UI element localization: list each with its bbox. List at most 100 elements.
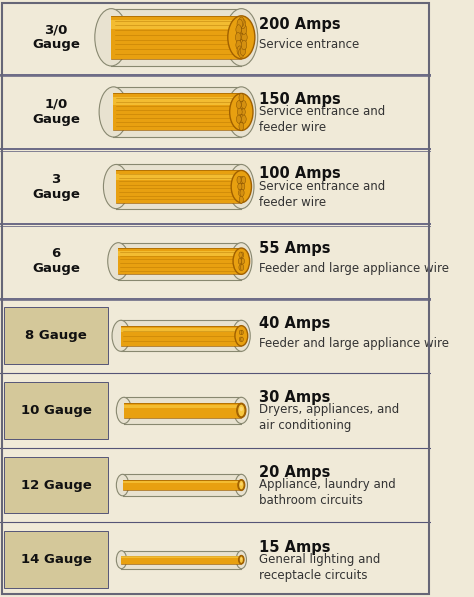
Ellipse shape [95, 9, 128, 66]
Bar [113, 97, 238, 104]
Text: 15 Amps: 15 Amps [258, 540, 330, 555]
Text: Appliance, laundry and
bathroom circuits: Appliance, laundry and bathroom circuits [258, 478, 395, 507]
Ellipse shape [108, 242, 129, 280]
Ellipse shape [240, 407, 243, 411]
Ellipse shape [238, 259, 242, 264]
Bar [4, 531, 108, 588]
Bar [111, 20, 238, 29]
Ellipse shape [228, 16, 255, 59]
Ellipse shape [238, 26, 243, 35]
Ellipse shape [240, 264, 244, 270]
Ellipse shape [240, 189, 244, 196]
Bar [0, 522, 431, 597]
Ellipse shape [237, 176, 241, 183]
Ellipse shape [232, 320, 250, 351]
Ellipse shape [241, 259, 245, 264]
Ellipse shape [238, 189, 243, 196]
Bar [116, 171, 241, 203]
Ellipse shape [238, 177, 243, 184]
Ellipse shape [239, 183, 243, 190]
Bar [121, 326, 241, 346]
Ellipse shape [103, 164, 129, 209]
Ellipse shape [241, 183, 245, 190]
Bar [0, 373, 431, 448]
Text: 55 Amps: 55 Amps [258, 241, 330, 256]
Text: 3/0
Gauge: 3/0 Gauge [32, 23, 80, 51]
Ellipse shape [236, 24, 241, 35]
Bar [116, 164, 241, 209]
Text: General lighting and
receptacle circuits: General lighting and receptacle circuits [258, 553, 380, 581]
Ellipse shape [239, 330, 242, 335]
Bar [0, 0, 431, 75]
Ellipse shape [239, 196, 243, 204]
Ellipse shape [241, 40, 247, 50]
Ellipse shape [240, 32, 246, 42]
Ellipse shape [242, 176, 246, 183]
Ellipse shape [237, 115, 241, 124]
Bar [118, 248, 241, 275]
Text: 30 Amps: 30 Amps [258, 390, 330, 405]
Bar [122, 480, 241, 491]
Ellipse shape [238, 115, 243, 123]
Ellipse shape [237, 404, 246, 418]
Ellipse shape [239, 39, 245, 49]
Ellipse shape [238, 183, 242, 190]
Ellipse shape [239, 93, 244, 101]
Bar [113, 94, 241, 131]
Ellipse shape [237, 108, 242, 116]
Ellipse shape [234, 398, 249, 424]
Ellipse shape [236, 32, 241, 42]
Bar [4, 382, 108, 439]
Text: Feeder and large appliance wire: Feeder and large appliance wire [258, 337, 448, 350]
Ellipse shape [239, 252, 242, 258]
Text: 14 Gauge: 14 Gauge [20, 553, 91, 566]
Ellipse shape [236, 550, 246, 568]
Bar [0, 224, 431, 298]
Ellipse shape [242, 32, 247, 42]
Ellipse shape [238, 17, 244, 27]
Ellipse shape [238, 48, 244, 57]
Ellipse shape [240, 482, 243, 485]
Bar [121, 556, 240, 558]
Bar [0, 149, 431, 224]
Text: 200 Amps: 200 Amps [258, 17, 340, 32]
Ellipse shape [230, 93, 253, 131]
Ellipse shape [231, 170, 252, 203]
Text: 1/0
Gauge: 1/0 Gauge [32, 98, 80, 126]
Bar [121, 328, 239, 332]
Bar [0, 448, 431, 522]
Ellipse shape [116, 398, 131, 424]
Ellipse shape [240, 46, 246, 56]
Ellipse shape [239, 26, 245, 35]
Text: 150 Amps: 150 Amps [258, 92, 340, 107]
Ellipse shape [225, 9, 258, 66]
Bar [111, 9, 241, 66]
Text: 8 Gauge: 8 Gauge [25, 330, 87, 342]
Bar [118, 243, 241, 279]
Bar [122, 481, 240, 483]
Ellipse shape [241, 337, 243, 341]
Ellipse shape [237, 32, 243, 42]
Bar [124, 405, 240, 408]
Bar [121, 320, 241, 351]
Ellipse shape [239, 108, 244, 116]
Ellipse shape [241, 100, 246, 109]
Ellipse shape [240, 115, 245, 123]
Bar [121, 550, 241, 568]
Text: 40 Amps: 40 Amps [258, 316, 330, 331]
Ellipse shape [237, 46, 243, 56]
Ellipse shape [238, 32, 244, 42]
Bar [121, 555, 241, 564]
Ellipse shape [239, 556, 244, 564]
Ellipse shape [231, 242, 252, 280]
Text: 10 Gauge: 10 Gauge [20, 404, 91, 417]
Ellipse shape [240, 108, 245, 116]
Ellipse shape [239, 337, 242, 341]
Text: 20 Amps: 20 Amps [258, 465, 330, 480]
Ellipse shape [236, 40, 241, 50]
Ellipse shape [233, 248, 250, 275]
Ellipse shape [116, 550, 127, 568]
Ellipse shape [237, 100, 241, 109]
Text: Service entrance and
feeder wire: Service entrance and feeder wire [258, 180, 385, 208]
Bar [118, 251, 239, 256]
